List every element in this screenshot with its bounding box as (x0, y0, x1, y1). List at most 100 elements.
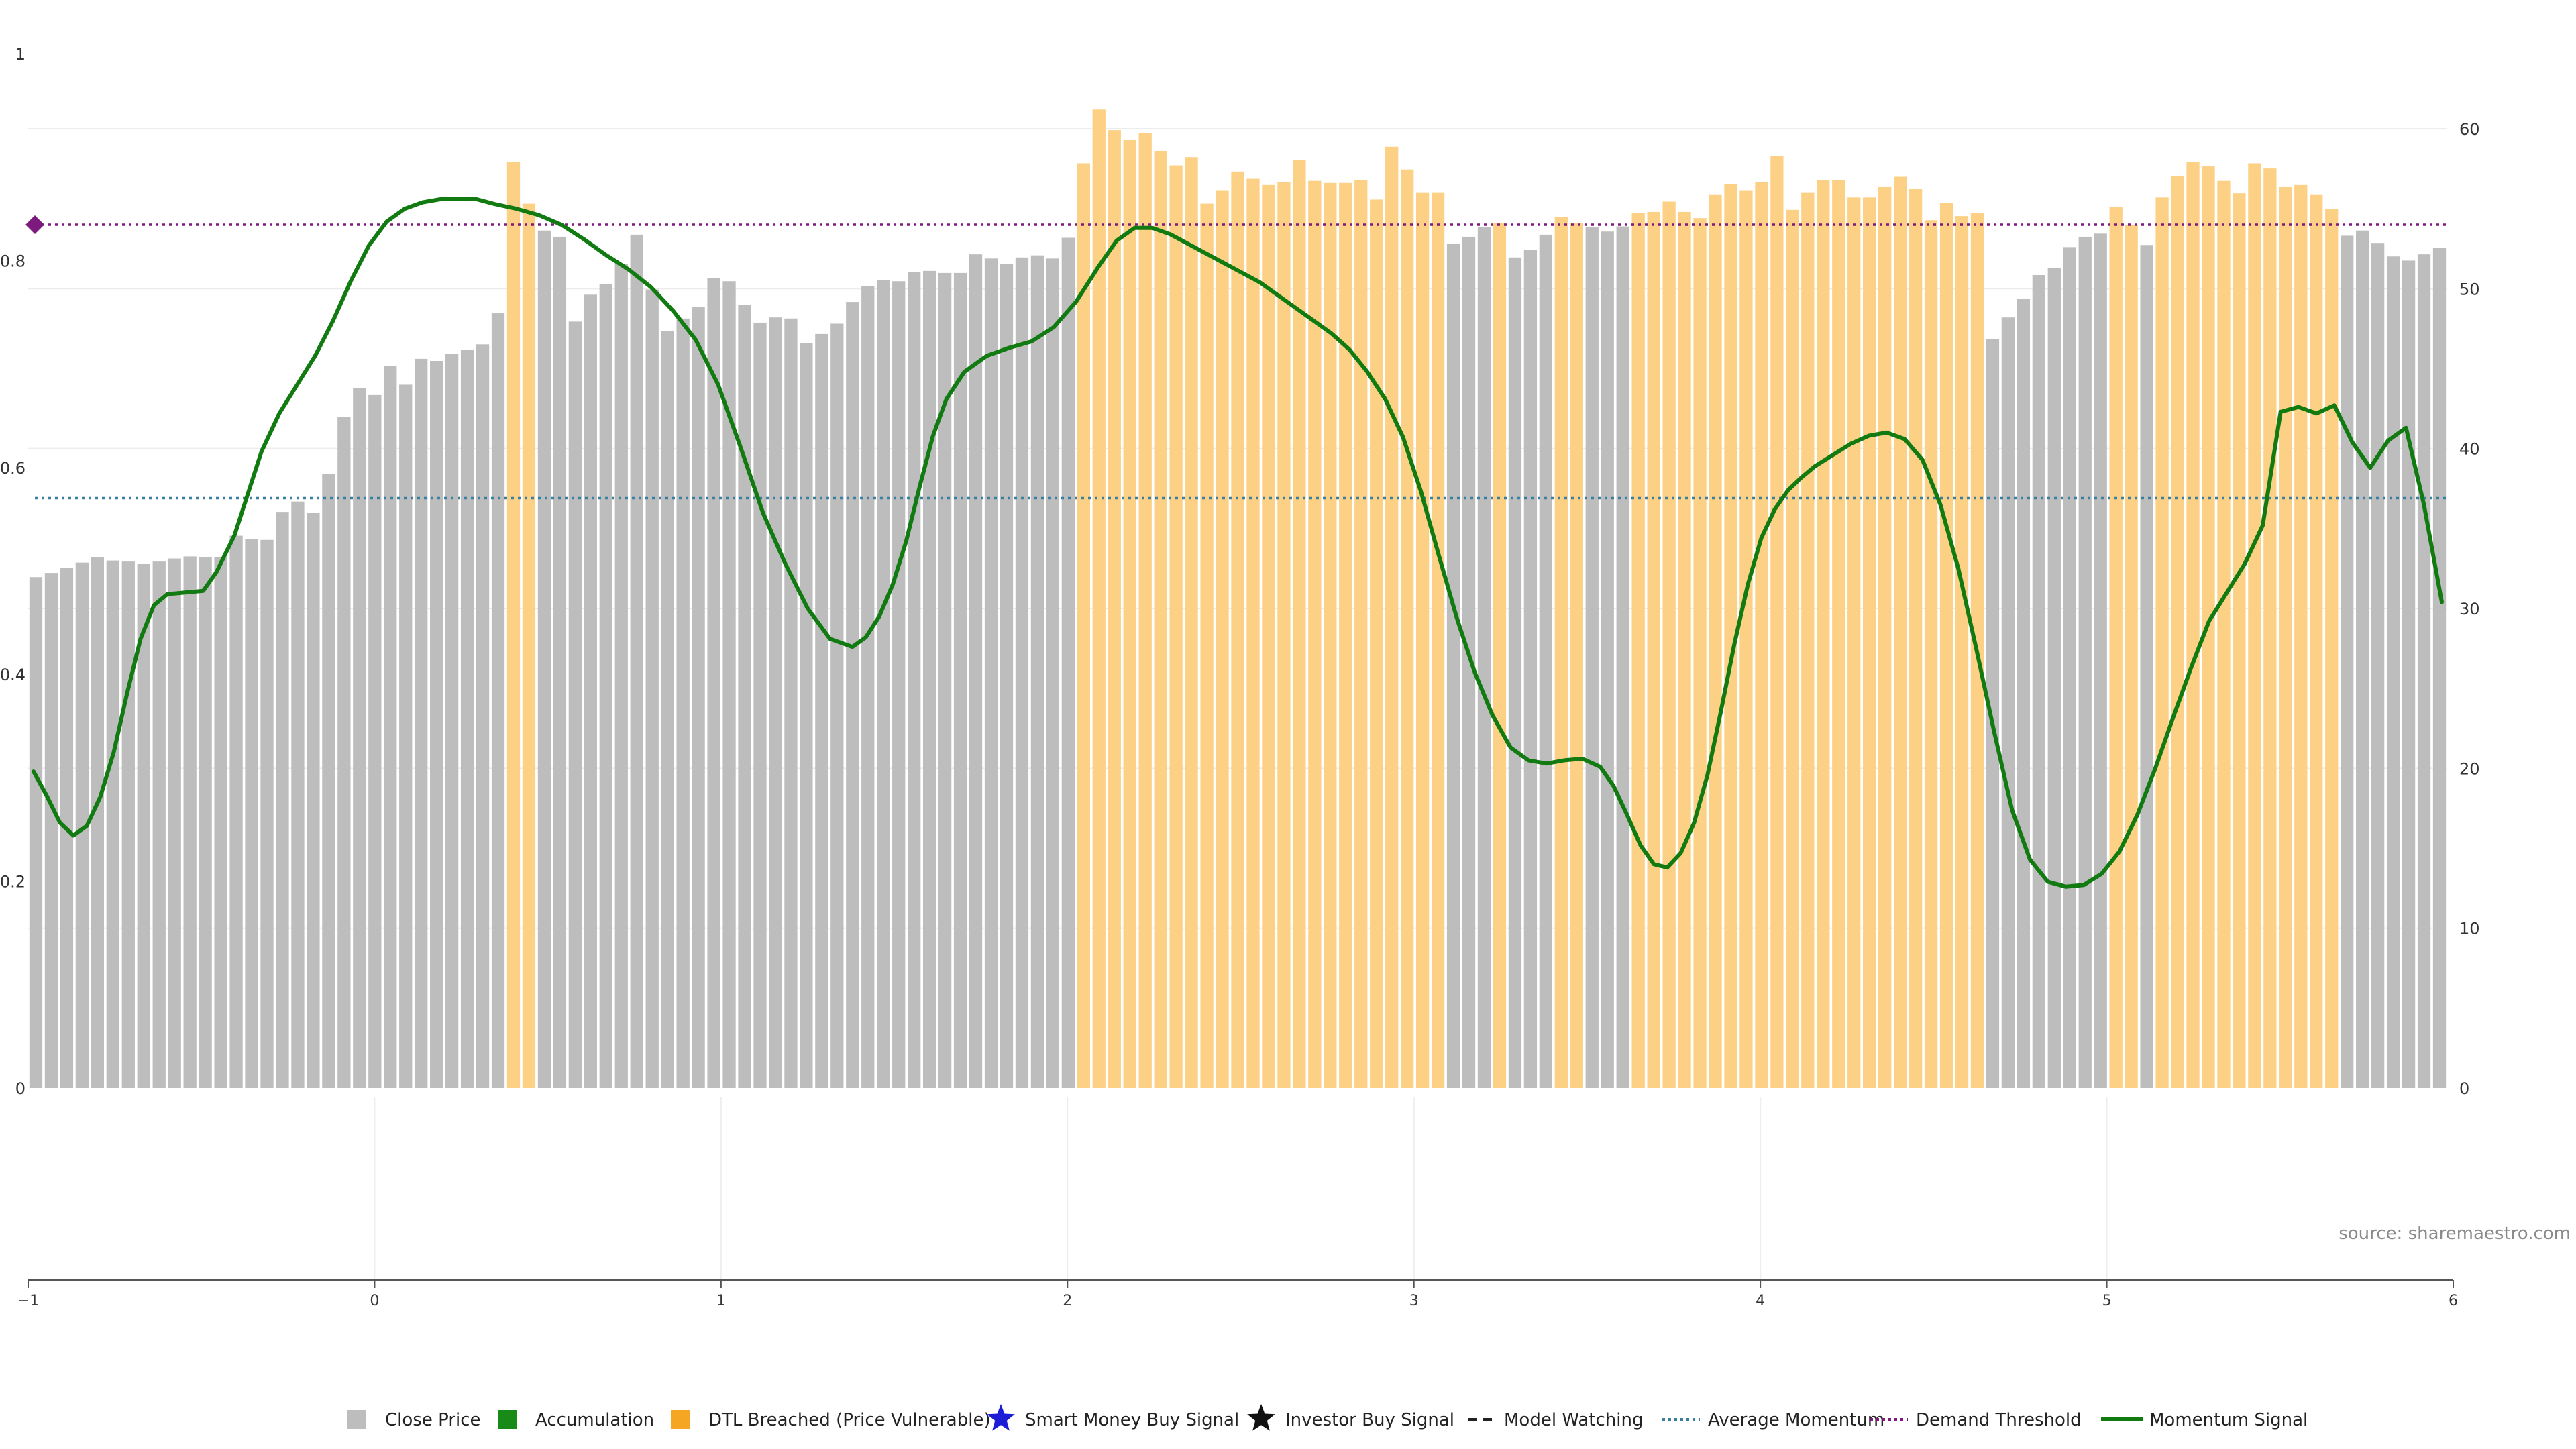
close-price-bar (276, 512, 289, 1088)
y-left-tick-label: 0.2 (0, 873, 25, 892)
close-price-bar (1123, 139, 1136, 1089)
legend-label: Model Watching (1504, 1410, 1643, 1430)
close-price-bar (1277, 182, 1291, 1088)
close-price-bar (384, 366, 397, 1088)
close-price-bar (415, 358, 428, 1088)
close-price-bar (121, 561, 135, 1088)
close-price-bar (676, 318, 690, 1089)
square-icon (347, 1410, 366, 1429)
x-tick-label: 0 (370, 1293, 379, 1309)
close-price-bar (830, 323, 844, 1088)
close-price-bar (1000, 264, 1014, 1088)
close-price-bar (815, 333, 828, 1089)
close-price-bar (784, 318, 798, 1089)
close-price-bar (2402, 260, 2416, 1088)
close-price-bar (1324, 182, 1337, 1088)
y-left-tick-label: 1 (15, 45, 25, 64)
close-price-bar (2094, 233, 2107, 1089)
close-price-bar (630, 234, 643, 1089)
close-price-bar (1200, 203, 1214, 1089)
close-price-bar (1693, 218, 1707, 1089)
close-price-bar (584, 294, 597, 1088)
close-price-bar (1893, 176, 1907, 1088)
close-price-bar (2047, 268, 2061, 1089)
legend-label: Smart Money Buy Signal (1025, 1410, 1239, 1430)
close-price-bar (1585, 227, 1599, 1088)
legend-item: Close Price (347, 1410, 481, 1430)
x-tick-label: 1 (716, 1293, 726, 1309)
close-price-bar (2125, 225, 2138, 1089)
close-price-bar (1554, 217, 1568, 1088)
close-price-bar (2279, 186, 2292, 1089)
legend-label: Momentum Signal (2149, 1410, 2308, 1430)
close-price-bar (969, 254, 983, 1089)
close-price-bars (29, 109, 2447, 1089)
close-price-bar (1108, 130, 1121, 1088)
close-price-bar (491, 313, 505, 1088)
close-price-bar (1601, 231, 1614, 1088)
legend-label: Investor Buy Signal (1285, 1410, 1454, 1430)
close-price-bar (199, 557, 212, 1088)
source-label: source: sharemaestro.com (2339, 1224, 2571, 1244)
close-price-bar (1739, 190, 1753, 1089)
close-price-bar (908, 272, 921, 1088)
x-tick-label: 2 (1063, 1293, 1072, 1309)
close-price-bar (769, 317, 782, 1089)
y-left-tick-label: 0.6 (0, 459, 25, 478)
close-price-bar (800, 343, 813, 1088)
close-price-bar (44, 573, 58, 1088)
close-price-bar (1939, 203, 1953, 1089)
close-price-bar (722, 281, 736, 1088)
close-price-bar (661, 331, 674, 1089)
close-price-bar (445, 354, 459, 1089)
close-price-bar (1354, 180, 1368, 1088)
close-price-bar (1493, 223, 1507, 1089)
close-price-bar (707, 278, 720, 1088)
close-price-bar (430, 360, 443, 1088)
y-left-tick-label: 0.8 (0, 252, 25, 270)
close-price-bar (1832, 180, 1845, 1088)
close-price-bar (2171, 175, 2184, 1088)
reference-lines (25, 215, 2447, 500)
close-price-bar (1817, 180, 1830, 1088)
legend-item: Accumulation (498, 1410, 654, 1430)
close-price-bar (2356, 230, 2369, 1088)
close-price-bar (2217, 180, 2231, 1088)
axes (28, 1279, 2454, 1288)
close-price-bar (1015, 257, 1029, 1089)
close-price-bar (861, 286, 875, 1089)
y-right-tick-label: 50 (2459, 280, 2480, 299)
close-price-bar (2371, 243, 2385, 1088)
close-price-bar (2017, 299, 2031, 1089)
legend: Close Price Accumulation DTL Breached (Pri… (347, 1404, 2308, 1431)
close-price-bar (2341, 235, 2354, 1089)
y-left-tick-label: 0.4 (0, 665, 25, 684)
legend-label: Average Momentum (1708, 1410, 1884, 1430)
close-price-bar (1616, 226, 1629, 1088)
close-price-bar (2325, 209, 2339, 1088)
star-icon (987, 1404, 1015, 1431)
close-price-bar (1878, 186, 1892, 1089)
x-tick-label: −1 (17, 1293, 39, 1309)
close-price-bar (183, 556, 197, 1088)
close-price-bar (1678, 211, 1691, 1088)
close-price-bar (1061, 237, 1075, 1088)
close-price-bar (553, 236, 567, 1089)
legend-label: Demand Threshold (1916, 1410, 2082, 1430)
close-price-bar (229, 535, 243, 1088)
close-price-bar (1431, 192, 1445, 1089)
close-price-bar (953, 272, 967, 1088)
close-price-bar (2078, 236, 2092, 1089)
close-price-bar (1523, 250, 1538, 1089)
close-price-bar (1046, 258, 1060, 1088)
close-price-bar (2417, 254, 2431, 1089)
close-price-bar (1539, 234, 1553, 1089)
close-price-bar (1909, 189, 1923, 1089)
close-price-bar (938, 272, 952, 1088)
close-price-bar (2432, 248, 2447, 1088)
close-price-bar (892, 281, 906, 1088)
close-price-bar (260, 539, 274, 1088)
close-price-bar (2140, 245, 2153, 1088)
close-price-bar (307, 513, 320, 1088)
